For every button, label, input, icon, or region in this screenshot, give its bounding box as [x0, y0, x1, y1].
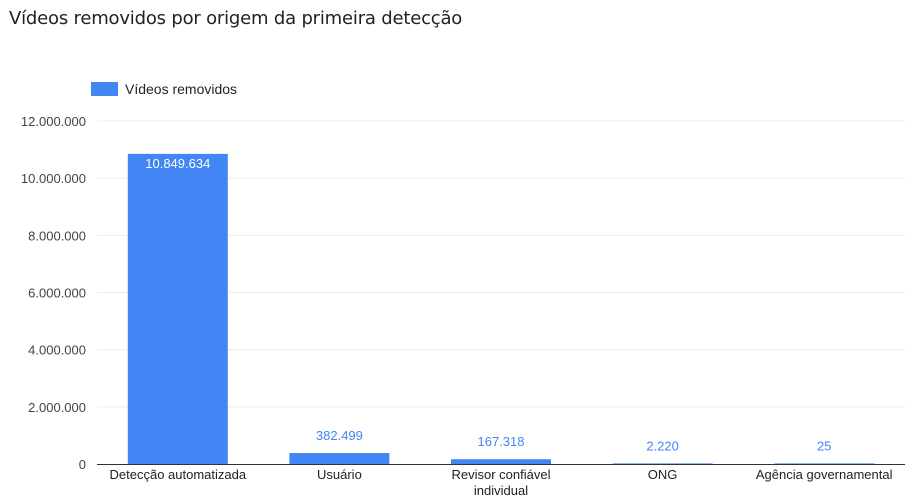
y-tick-label: 4.000.000 [28, 343, 86, 358]
y-tick-label: 0 [79, 457, 86, 472]
data-label: 10.849.634 [145, 156, 210, 171]
x-tick-label: Detecção automatizada [110, 467, 247, 482]
bar [127, 153, 228, 465]
data-label: 167.318 [478, 434, 525, 449]
x-tick-label: Agência governamental [756, 467, 893, 482]
x-tick-label: Usuário [317, 467, 362, 482]
data-label: 2.220 [646, 438, 679, 453]
legend-swatch [91, 82, 118, 96]
y-tick-label: 10.000.000 [21, 171, 86, 186]
y-tick-label: 12.000.000 [21, 114, 86, 129]
bar [451, 459, 551, 464]
x-tick-label: individual [474, 483, 528, 498]
x-tick-label: Revisor confiável [452, 467, 551, 482]
bar [612, 463, 713, 464]
bar [289, 453, 390, 464]
data-label: 25 [817, 438, 831, 453]
legend: Vídeos removidos [91, 81, 237, 97]
y-tick-label: 8.000.000 [28, 228, 86, 243]
y-tick-label: 6.000.000 [28, 286, 86, 301]
x-tick-label: ONG [648, 467, 678, 482]
bar [774, 463, 875, 464]
y-tick-label: 2.000.000 [28, 400, 86, 415]
legend-label: Vídeos removidos [125, 81, 238, 97]
chart-title: Vídeos removidos por origem da primeira … [9, 8, 463, 29]
data-label: 382.499 [316, 428, 363, 443]
